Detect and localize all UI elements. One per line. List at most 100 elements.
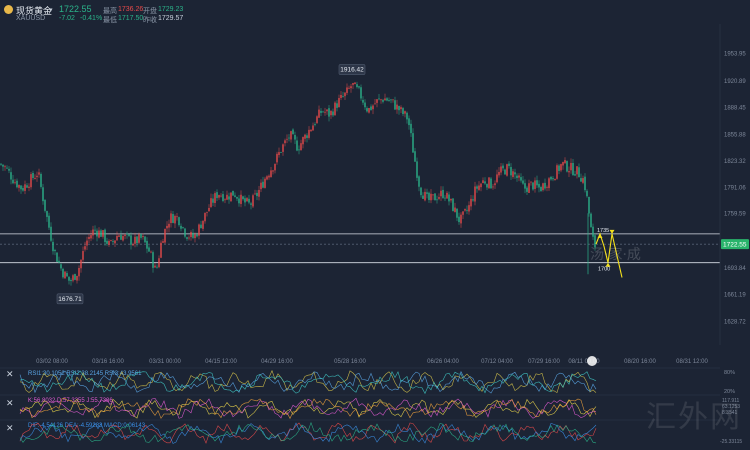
candle <box>380 99 382 101</box>
symbol-name[interactable]: 现货黄金 <box>16 6 53 16</box>
candle <box>88 236 90 239</box>
y-tick-label: 1759.59 <box>724 212 746 218</box>
candle <box>464 209 466 211</box>
candle <box>224 199 226 201</box>
prev-close-value: 1729.57 <box>158 15 184 22</box>
candle <box>30 174 32 188</box>
candle <box>110 240 112 241</box>
candle <box>248 198 250 203</box>
candle <box>172 214 174 223</box>
candle <box>296 140 298 151</box>
candle <box>350 86 352 89</box>
candle <box>148 247 150 252</box>
candle <box>48 215 50 228</box>
candle <box>242 196 244 200</box>
indicator-rsi: RSI1:30.1052 RSI2:38.2145 RSI3:43.9561 <box>0 367 720 395</box>
candle <box>82 251 84 260</box>
candle <box>254 193 256 195</box>
candle <box>166 225 168 229</box>
candle <box>236 196 238 199</box>
candle <box>562 161 564 166</box>
open-label: 开盘 <box>143 8 157 15</box>
candle <box>514 172 516 175</box>
projection-arrows: 1735 1700 <box>587 213 623 278</box>
candle <box>220 195 222 197</box>
candle <box>460 214 462 224</box>
crosshair-marker <box>587 356 597 366</box>
candle <box>440 190 442 197</box>
close-kdj-icon[interactable]: ✕ <box>6 398 14 408</box>
candle <box>486 184 488 188</box>
indicator-line <box>19 398 597 420</box>
candle <box>480 183 482 188</box>
candle <box>2 164 4 167</box>
prev-close-label: 昨收 <box>143 17 157 24</box>
peak-label-box <box>338 64 366 75</box>
candle <box>266 176 268 180</box>
candle <box>322 111 324 113</box>
candle <box>518 175 520 178</box>
indicator-line <box>19 422 597 444</box>
candle <box>526 187 528 192</box>
candle <box>488 177 490 189</box>
candle <box>184 228 186 237</box>
candle <box>232 190 234 196</box>
candle <box>294 134 296 140</box>
candle <box>534 180 536 189</box>
close-macd-icon[interactable]: ✕ <box>6 423 14 433</box>
low-value: 1717.50 <box>118 15 144 22</box>
candle <box>146 240 148 249</box>
candle <box>120 234 122 240</box>
candle <box>558 165 560 171</box>
high-value: 1736.26 <box>118 6 144 13</box>
candle <box>66 273 68 277</box>
candle <box>590 213 592 228</box>
indicator-line <box>19 421 597 444</box>
candle <box>218 195 220 198</box>
candle <box>130 235 132 245</box>
candle <box>566 161 568 172</box>
candle <box>246 198 248 202</box>
candle <box>398 106 400 111</box>
candle <box>8 168 10 171</box>
candle <box>330 110 332 116</box>
indicator-panels: RSI1:30.1052 RSI2:38.2145 RSI3:43.9561 K:… <box>0 367 742 445</box>
last-price: 1722.55 <box>59 4 92 14</box>
candle <box>548 178 550 189</box>
candle <box>540 186 542 192</box>
candle <box>300 143 302 151</box>
candle <box>508 163 510 166</box>
candle <box>584 176 586 191</box>
candle <box>392 99 394 101</box>
candle <box>306 135 308 138</box>
price-change: -7.02 <box>59 15 75 22</box>
candle <box>432 194 434 196</box>
trough-label-box <box>56 293 84 305</box>
candle <box>362 99 364 103</box>
candle <box>186 237 188 239</box>
y-tick-label: 1920.89 <box>724 79 746 85</box>
level-low-label: 1700 <box>598 267 610 273</box>
candle <box>530 181 532 183</box>
candle <box>524 183 526 189</box>
candle <box>422 195 424 199</box>
candle <box>314 124 316 125</box>
candle <box>260 182 262 190</box>
candle <box>16 180 18 188</box>
indicator-line <box>19 370 597 395</box>
candle <box>344 92 346 97</box>
close-rsi-icon[interactable]: ✕ <box>6 369 14 379</box>
chevron-down-icon[interactable]: ▾ <box>49 7 53 14</box>
symbol-code: XAUUSD <box>16 15 46 22</box>
candle <box>528 183 530 193</box>
candle <box>376 99 378 103</box>
x-tick-label: 08/11 00:00 <box>568 359 600 365</box>
kdj-axis-label: 63.1253 <box>722 404 740 410</box>
candle <box>338 98 340 108</box>
indicator-values: DIF:-4.54126 DEA:-4.59283 MACD:0.06143 <box>28 423 146 429</box>
candle <box>592 226 594 237</box>
candle <box>44 199 46 211</box>
candle <box>482 180 484 183</box>
candle <box>54 249 56 252</box>
